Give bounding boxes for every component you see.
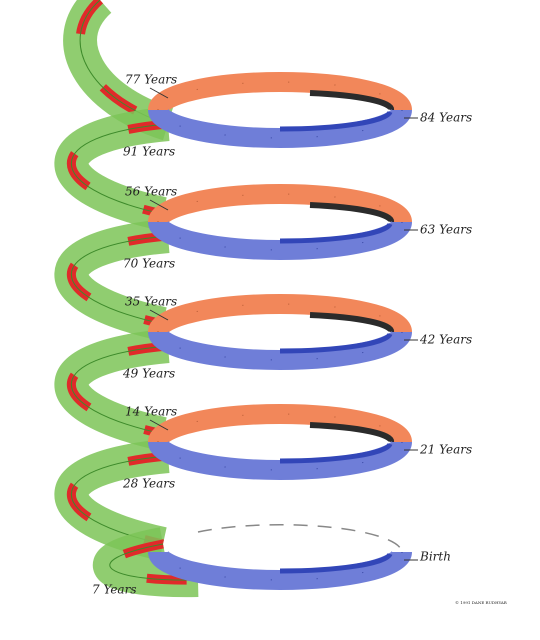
age-label: 7 Years	[92, 583, 136, 597]
blue-arc	[148, 549, 412, 590]
age-label: 84 Years	[420, 111, 472, 125]
blue-inner	[279, 442, 393, 464]
leader-line	[149, 199, 169, 211]
orange-arc	[148, 294, 412, 335]
dark-band	[309, 202, 395, 223]
age-label: 63 Years	[420, 223, 472, 237]
green-edge	[109, 543, 199, 581]
dark-band	[309, 90, 395, 111]
age-label: 56 Years	[125, 185, 177, 199]
copyright: © 1991 DANE RUDHYAR	[455, 600, 508, 605]
dark-band	[309, 422, 395, 443]
blue-arc	[148, 107, 412, 148]
blue-inner	[279, 110, 393, 132]
dashed-arc	[197, 523, 403, 553]
age-label: 21 Years	[419, 443, 472, 457]
green-band	[54, 219, 170, 341]
blue-arc	[148, 219, 412, 260]
green-band	[54, 107, 170, 231]
age-label: 70 Years	[123, 257, 175, 271]
age-label: 77 Years	[125, 73, 177, 87]
leader-line	[149, 87, 169, 99]
leader-line	[149, 419, 169, 431]
green-band	[54, 329, 170, 451]
age-label: 49 Years	[122, 367, 175, 381]
blue-inner	[279, 222, 393, 244]
blue-inner	[279, 552, 393, 574]
orange-arc	[148, 72, 412, 113]
age-label: 91 Years	[123, 145, 175, 159]
age-label: 28 Years	[122, 477, 175, 491]
age-label: 42 Years	[419, 333, 472, 347]
age-label: 14 Years	[125, 405, 177, 419]
green-edge	[70, 123, 169, 215]
blue-inner	[279, 332, 393, 354]
orange-arc	[148, 404, 412, 445]
green-edge	[70, 455, 169, 545]
green-edge	[70, 345, 169, 435]
green-edge	[70, 235, 169, 325]
age-label: 35 Years	[125, 295, 177, 309]
orange-arc	[148, 184, 412, 225]
blue-arc	[148, 329, 412, 370]
age-label: Birth	[419, 550, 451, 564]
blue-arc	[148, 439, 412, 480]
leader-line	[149, 309, 169, 321]
dark-band	[309, 312, 395, 333]
